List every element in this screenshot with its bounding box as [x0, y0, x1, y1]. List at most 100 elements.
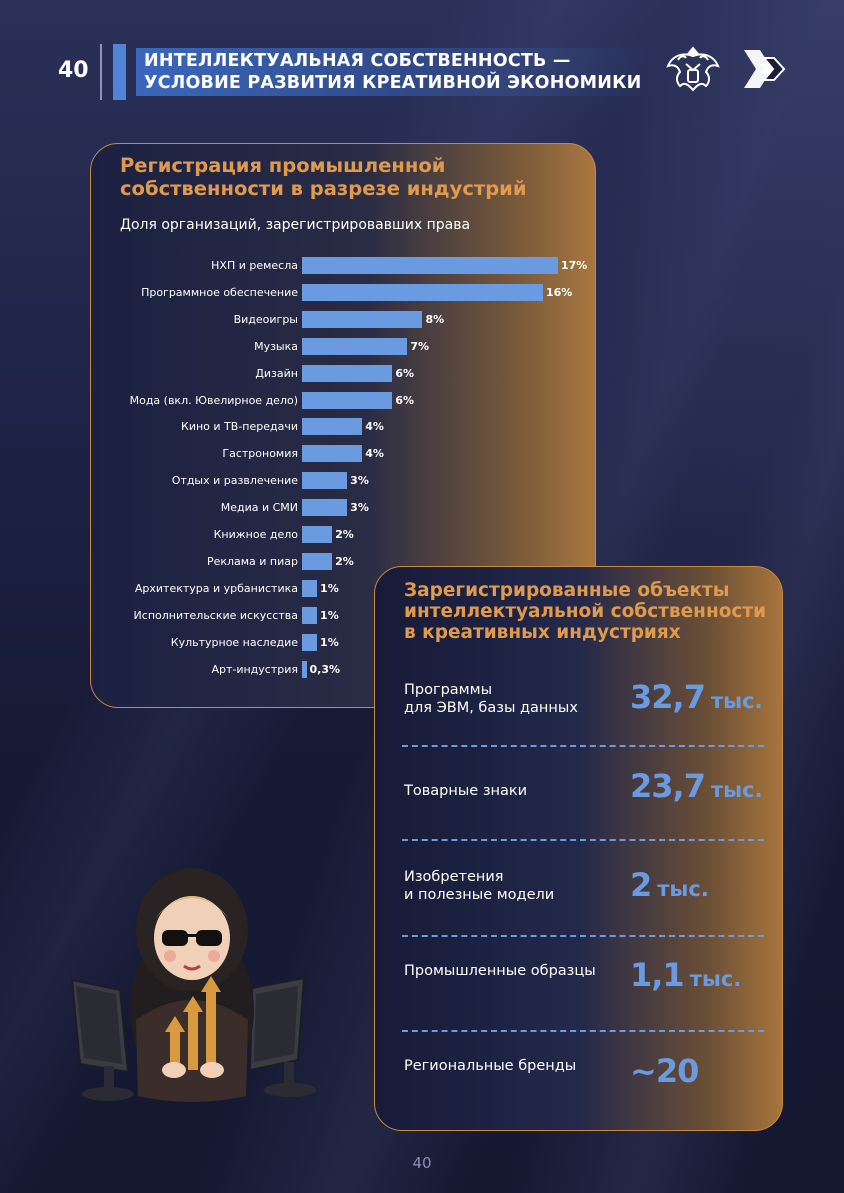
chart-value-label: 6% [395, 393, 415, 407]
chart-category-label: Медиа и СМИ [220, 501, 298, 515]
header-title-line-2: УСЛОВИЕ РАЗВИТИЯ КРЕАТИВНОЙ ЭКОНОМИКИ [144, 73, 642, 93]
chart-value-label: 3% [350, 474, 369, 488]
stat-number-inventions: 2 [630, 866, 652, 904]
chart-bar-row: Гастрономия 4% [0, 445, 600, 463]
stat-unit-trademarks: тыс. [710, 778, 763, 802]
chart-bar-row: Реклама и пиар 2% [0, 552, 600, 570]
stat-value-inventions: 2 тыс. [630, 866, 709, 904]
stat-label-inventions-line-1: Изобретения [404, 869, 504, 885]
chart-value-label: 16% [545, 285, 573, 299]
dashed-divider [402, 745, 764, 747]
chart-bar [302, 257, 558, 274]
stat-value-industrial-designs: 1,1 тыс. [630, 956, 741, 994]
chart-bar [302, 606, 318, 624]
stat-label-regional-brands-line-1: Региональные бренды [404, 1058, 577, 1074]
stat-number-trademarks: 23,7 [630, 767, 706, 805]
chart-bar-row: Программное обеспечение 16% [0, 283, 600, 301]
chart-category-label: Исполнительские искусства [133, 608, 298, 622]
chart-category-label: НХП и ремесла [211, 259, 298, 272]
chart-bar [302, 526, 333, 543]
chart-bar [302, 445, 363, 463]
chart-value-label: 1% [320, 608, 339, 622]
chart-bar [302, 283, 543, 301]
ip-objects-title-line-3: в креативных индустриях [404, 622, 681, 643]
chart-bar-row: НХП и ремесла 17% [0, 257, 600, 274]
chart-bar [302, 337, 408, 355]
chart-bar-row: Арт-индустрия 0,3% [0, 660, 600, 678]
chart-category-label: Видеоигры [233, 312, 298, 326]
ip-objects-title-line-1: Зарегистрированные объекты [404, 580, 730, 601]
chart-bar-row: Мода (вкл. Ювелирное дело) 6% [0, 391, 600, 409]
ip-objects-title-line-2: интеллектуальной собственности [404, 601, 767, 622]
stat-unit-software: тыс. [710, 689, 763, 713]
stat-label-trademarks-line-1: Товарные знаки [404, 783, 528, 799]
header-page-number: 40 [58, 58, 89, 83]
chart-category-label: Книжное дело [213, 528, 298, 541]
header-title: ИНТЕЛЛЕКТУАЛЬНАЯ СОБСТВЕННОСТЬ — УСЛОВИЕ… [136, 48, 656, 96]
stat-label-software-line-1: Программы [404, 682, 493, 698]
chart-category-label: Программное обеспечение [141, 285, 298, 299]
chart-bar [302, 660, 307, 678]
dashed-divider [402, 1030, 764, 1032]
matryoshka-with-sunglasses-and-monitors-icon [70, 868, 316, 1102]
chart-bar [302, 391, 393, 409]
dashed-divider [402, 839, 764, 841]
stat-value-regional-brands: ~20 [630, 1052, 699, 1090]
chart-category-label: Реклама и пиар [206, 554, 298, 568]
chart-category-label: Кино и ТВ-передачи [181, 420, 298, 434]
chart-value-label: 8% [425, 312, 445, 326]
chart-category-label: Арт-индустрия [211, 662, 298, 676]
header-accent-bar [113, 44, 126, 100]
page-header: 40 ИНТЕЛЛЕКТУАЛЬНАЯ СОБСТВЕННОСТЬ — УСЛО… [0, 0, 844, 110]
chart-bar [302, 579, 318, 597]
stat-unit-industrial-designs: тыс. [689, 967, 742, 991]
registration-card-title: Регистрация промышленной собственности в… [120, 154, 540, 200]
chart-bar [302, 472, 348, 490]
ip-objects-card-title: Зарегистрированные объекты интеллектуаль… [404, 580, 774, 643]
chart-value-label: 3% [350, 501, 369, 515]
stat-label-industrial-designs-line-1: Промышленные образцы [404, 963, 596, 979]
chart-bar-row: Музыка 7% [0, 337, 600, 355]
dashed-divider [402, 935, 764, 937]
chart-category-label: Архитектура и урбанистика [134, 581, 298, 595]
ip-objects-card [374, 566, 783, 1131]
registration-card-title-line-2: собственности в разрезе индустрий [120, 177, 527, 200]
stat-value-software: 32,7 тыс. [630, 678, 763, 716]
chart-bar-row: Культурное наследие 1% [0, 633, 600, 651]
chart-value-label: 7% [410, 339, 430, 353]
chart-bar [302, 310, 423, 328]
registration-chart-subtitle: Доля организаций, зарегистрировавших пра… [120, 217, 471, 233]
chart-bar [302, 633, 318, 651]
stat-label-software: Программы для ЭВМ, базы данных [404, 681, 624, 717]
registration-card-title-line-1: Регистрация промышленной [120, 154, 446, 177]
chart-value-label: 2% [335, 528, 354, 541]
chart-category-label: Гастрономия [222, 447, 298, 461]
chart-value-label: 17% [561, 259, 588, 272]
chart-bar-row: Архитектура и урбанистика 1% [0, 579, 600, 597]
chart-value-label: 1% [320, 635, 339, 649]
stat-label-trademarks: Товарные знаки [404, 782, 624, 800]
chart-value-label: 1% [320, 581, 339, 595]
chart-bar-row: Исполнительские искусства 1% [0, 606, 600, 624]
chart-bar-row: Дизайн 6% [0, 364, 600, 382]
chart-bar-row: Отдых и развлечение 3% [0, 472, 600, 490]
chart-bar-row: Видеоигры 8% [0, 310, 600, 328]
stat-label-industrial-designs: Промышленные образцы [404, 962, 624, 980]
chart-bar [302, 364, 393, 382]
stat-label-regional-brands: Региональные бренды [404, 1057, 624, 1075]
stat-value-trademarks: 23,7 тыс. [630, 767, 763, 805]
chart-bar [302, 552, 333, 570]
double-headed-eagle-emblem-icon [666, 46, 720, 92]
chart-value-label: 4% [365, 420, 384, 434]
chart-value-label: 6% [395, 366, 415, 380]
chart-category-label: Музыка [254, 339, 298, 353]
chart-bar-row: Медиа и СМИ 3% [0, 499, 600, 517]
chart-value-label: 4% [365, 447, 384, 461]
stat-unit-inventions: тыс. [657, 877, 709, 901]
chart-bar [302, 418, 363, 436]
header-title-line-1: ИНТЕЛЛЕКТУАЛЬНАЯ СОБСТВЕННОСТЬ — [144, 51, 571, 71]
chart-category-label: Отдых и развлечение [171, 474, 298, 488]
stat-label-software-line-2: для ЭВМ, базы данных [404, 700, 578, 716]
stat-label-inventions: Изобретения и полезные модели [404, 868, 624, 904]
chart-bar-row: Кино и ТВ-передачи 4% [0, 418, 600, 436]
